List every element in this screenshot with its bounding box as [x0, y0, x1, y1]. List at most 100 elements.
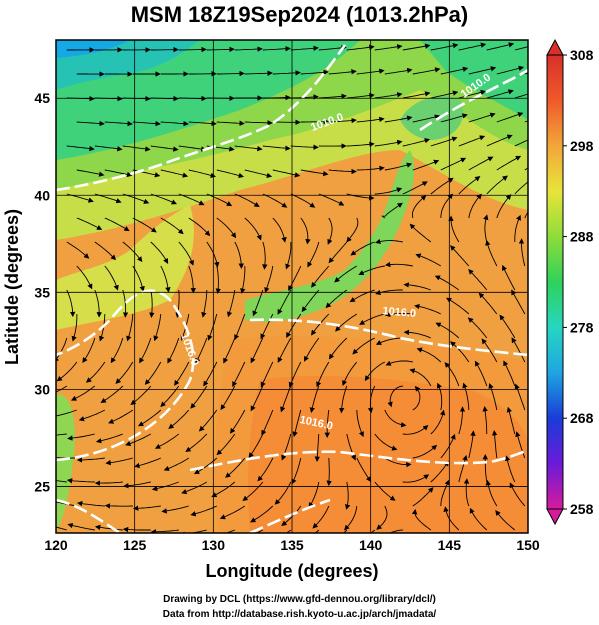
- colorbar-max-arrow: [546, 38, 564, 56]
- streamline-339: [509, 482, 526, 507]
- streamline-108: [234, 193, 260, 207]
- streamline-189: [126, 313, 134, 342]
- streamline-93: [300, 169, 329, 177]
- streamline-347: [256, 529, 264, 533]
- streamline-355: [469, 507, 488, 531]
- streamline-216: [375, 337, 403, 345]
- streamline-130: [381, 202, 403, 219]
- streamline-333: [344, 505, 358, 531]
- streamline-64: [440, 113, 468, 123]
- streamline-269: [462, 382, 470, 411]
- streamline-68: [66, 145, 95, 152]
- streamline-306: [56, 480, 67, 483]
- streamline-156: [160, 265, 171, 293]
- streamline-71: [150, 145, 179, 152]
- streamline-224: [144, 361, 162, 385]
- streamline-124: [216, 217, 237, 239]
- streamline-167: [450, 245, 470, 267]
- streamline-314: [274, 481, 292, 505]
- streamline-205: [82, 337, 96, 363]
- streamline-356: [495, 510, 516, 531]
- streamline-187: [71, 313, 78, 342]
- streamline-324: [76, 500, 105, 507]
- streamline-248: [338, 385, 348, 414]
- colorbar-tick-278: 278: [570, 319, 594, 335]
- streamline-72: [178, 145, 207, 152]
- streamline-8: [290, 45, 319, 52]
- streamline-198: [359, 313, 385, 325]
- streamline-165: [384, 261, 413, 268]
- streamline-47: [430, 90, 459, 99]
- streamline-252: [444, 362, 460, 387]
- streamline-119: [76, 217, 103, 230]
- streamline-185: [468, 269, 488, 291]
- streamline-139: [150, 241, 169, 264]
- streamline-354: [443, 506, 460, 531]
- streamline-296: [257, 457, 274, 482]
- streamline-336: [440, 479, 450, 507]
- streamline-23: [244, 70, 273, 76]
- streamline-109: [262, 193, 288, 208]
- y-tick-35: 35: [34, 284, 50, 300]
- streamline-137: [94, 241, 117, 261]
- streamline-149: [409, 223, 432, 243]
- streamline-232: [364, 361, 386, 382]
- streamline-76: [290, 144, 319, 150]
- y-tick-40: 40: [34, 187, 50, 203]
- streamline-260: [198, 409, 218, 432]
- streamline-110: [290, 193, 316, 208]
- streamline-308: [94, 480, 123, 486]
- streamline-201: [445, 297, 470, 315]
- streamline-54: [160, 120, 189, 127]
- streamline-11: [374, 44, 403, 51]
- streamline-80: [402, 138, 431, 147]
- streamline-136: [66, 241, 90, 259]
- streamline-222: [85, 361, 106, 383]
- streamline-239: [70, 385, 96, 401]
- streamline-120: [104, 217, 130, 232]
- streamline-49: [486, 89, 514, 99]
- streamline-325: [104, 503, 133, 509]
- streamline-225: [174, 361, 190, 386]
- streamline-338: [485, 479, 498, 507]
- streamline-113: [374, 187, 403, 195]
- colorbar-tick-298: 298: [570, 138, 594, 154]
- streamline-275: [125, 433, 152, 446]
- streamline-53: [132, 120, 161, 127]
- streamline-312: [211, 481, 236, 498]
- streamline-148: [375, 238, 403, 245]
- streamline-179: [301, 289, 320, 313]
- streamline-202: [478, 292, 498, 315]
- streamline-257: [108, 409, 134, 424]
- streamline-158: [215, 265, 221, 294]
- contour-label-1: 1016.0: [382, 305, 417, 320]
- x-tick-120: 120: [44, 537, 68, 553]
- streamline-173: [149, 289, 155, 318]
- streamline-217: [403, 329, 431, 339]
- streamline-153: [76, 265, 93, 290]
- streamline-307: [66, 478, 95, 484]
- streamline-293: [163, 457, 190, 471]
- x-tick-125: 125: [123, 537, 147, 553]
- streamline-287: [482, 406, 488, 435]
- streamline-298: [326, 457, 332, 487]
- streamline-282: [346, 433, 356, 461]
- streamline-163: [334, 265, 358, 283]
- streamline-60: [328, 117, 357, 124]
- streamline-99: [468, 156, 494, 171]
- x-tick-135: 135: [280, 537, 304, 553]
- streamline-4: [178, 46, 207, 53]
- streamline-323: [56, 501, 77, 507]
- streamline-127: [300, 217, 311, 245]
- streamline-128: [327, 217, 333, 245]
- pressure-contours: [56, 44, 528, 533]
- streamline-259: [168, 409, 190, 429]
- streamline-207: [139, 337, 152, 364]
- streamline-125: [244, 217, 262, 241]
- streamline-235: [450, 341, 470, 363]
- streamline-151: [483, 214, 489, 243]
- streamline-328: [190, 505, 217, 517]
- streamline-69: [94, 145, 123, 152]
- streamline-56: [216, 120, 245, 126]
- streamline-134: [496, 194, 512, 219]
